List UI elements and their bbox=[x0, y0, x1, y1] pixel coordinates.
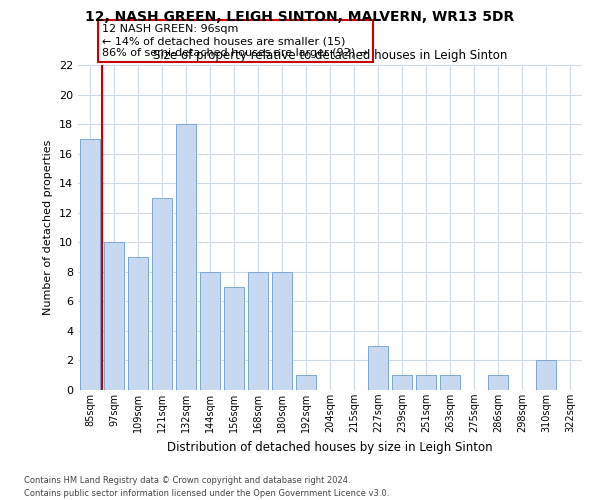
Bar bbox=[152, 198, 172, 390]
Y-axis label: Number of detached properties: Number of detached properties bbox=[43, 140, 53, 315]
Title: Size of property relative to detached houses in Leigh Sinton: Size of property relative to detached ho… bbox=[153, 50, 507, 62]
Text: 12, NASH GREEN, LEIGH SINTON, MALVERN, WR13 5DR: 12, NASH GREEN, LEIGH SINTON, MALVERN, W… bbox=[85, 10, 515, 24]
Text: Contains HM Land Registry data © Crown copyright and database right 2024.
Contai: Contains HM Land Registry data © Crown c… bbox=[24, 476, 389, 498]
Bar bbox=[128, 257, 148, 390]
Bar bbox=[488, 375, 508, 390]
Bar bbox=[368, 346, 388, 390]
Bar bbox=[392, 375, 412, 390]
Text: 12 NASH GREEN: 96sqm
← 14% of detached houses are smaller (15)
86% of semi-detac: 12 NASH GREEN: 96sqm ← 14% of detached h… bbox=[103, 24, 368, 58]
Bar bbox=[272, 272, 292, 390]
Bar bbox=[80, 139, 100, 390]
Bar bbox=[176, 124, 196, 390]
Bar bbox=[536, 360, 556, 390]
Bar bbox=[224, 286, 244, 390]
Bar bbox=[296, 375, 316, 390]
Bar bbox=[104, 242, 124, 390]
Bar bbox=[416, 375, 436, 390]
Bar bbox=[200, 272, 220, 390]
X-axis label: Distribution of detached houses by size in Leigh Sinton: Distribution of detached houses by size … bbox=[167, 440, 493, 454]
Bar bbox=[248, 272, 268, 390]
Bar bbox=[440, 375, 460, 390]
